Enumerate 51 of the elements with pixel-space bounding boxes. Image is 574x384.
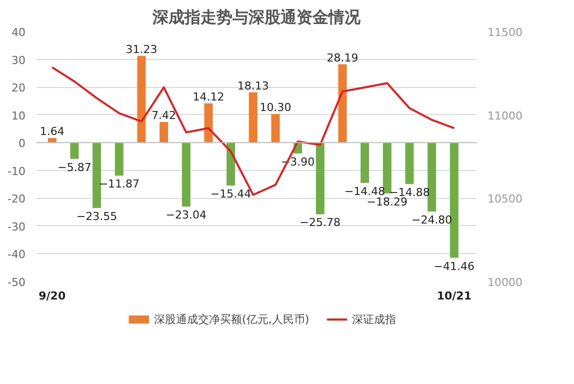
bar bbox=[248, 92, 258, 143]
y-tick-label: 10 bbox=[12, 109, 26, 122]
y2-tick-label: 10500 bbox=[488, 192, 522, 206]
bar bbox=[114, 142, 124, 176]
bar bbox=[428, 142, 436, 212]
bar bbox=[360, 142, 370, 183]
bar bbox=[204, 103, 213, 143]
bar bbox=[226, 142, 236, 186]
data-label: −23.04 bbox=[166, 208, 207, 222]
data-label: 7.42 bbox=[152, 109, 176, 122]
data-label: 28.19 bbox=[326, 51, 358, 64]
data-label: 18.13 bbox=[237, 79, 269, 92]
y-tick-label: 0 bbox=[18, 137, 26, 150]
bar bbox=[382, 142, 392, 194]
data-label: 10.30 bbox=[260, 101, 292, 114]
bar bbox=[271, 114, 280, 143]
chart-title: 深成指走势与深股通资金情况 bbox=[152, 8, 362, 26]
legend-label: 深证成指 bbox=[352, 313, 396, 326]
legend-label: 深股通成交净买额(亿元,人民币) bbox=[154, 313, 310, 326]
data-label: 1.64 bbox=[40, 125, 64, 138]
y-tick-label: 20 bbox=[12, 82, 26, 95]
data-label: −14.48 bbox=[344, 184, 386, 198]
bar bbox=[450, 142, 458, 258]
data-label: −5.87 bbox=[58, 160, 92, 174]
y-tick-label: 30 bbox=[12, 54, 26, 67]
y-tick-label: -10 bbox=[8, 164, 26, 178]
y2-tick-label: 10000 bbox=[488, 276, 522, 289]
data-label: −18.29 bbox=[366, 195, 408, 208]
bar bbox=[70, 142, 79, 159]
data-label: −41.46 bbox=[434, 260, 475, 273]
y2-tick-label: 11000 bbox=[488, 109, 522, 122]
x-tick-label: 10/21 bbox=[436, 290, 472, 302]
y-tick-label: -30 bbox=[8, 220, 26, 234]
bar bbox=[405, 142, 414, 184]
y2-tick-label: 11500 bbox=[488, 26, 522, 39]
bar bbox=[92, 142, 102, 208]
data-label: −15.44 bbox=[210, 188, 252, 200]
data-label: −23.55 bbox=[76, 210, 118, 224]
y-tick-label: -40 bbox=[8, 248, 26, 262]
bar bbox=[338, 64, 347, 143]
y-tick-label: -50 bbox=[8, 276, 26, 289]
data-label: −25.78 bbox=[300, 216, 341, 230]
data-label: 31.23 bbox=[126, 42, 158, 56]
x-tick-label: 9/20 bbox=[38, 290, 66, 302]
bar bbox=[316, 142, 324, 214]
y-tick-label: 40 bbox=[12, 26, 26, 39]
bar bbox=[137, 56, 146, 143]
bar bbox=[182, 142, 190, 207]
y-tick-label: -20 bbox=[8, 192, 26, 206]
data-label: 14.12 bbox=[192, 90, 224, 104]
bar bbox=[160, 122, 168, 143]
